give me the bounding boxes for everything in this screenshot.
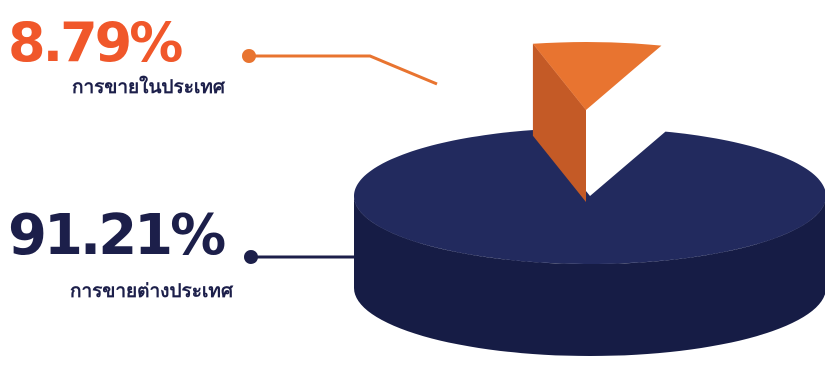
export-leader-dot [244, 250, 258, 264]
domestic-leader-line [246, 54, 438, 86]
domestic-percent-label: 8.79% [8, 11, 183, 74]
domestic-leader-dot [242, 49, 256, 63]
export-slice [354, 129, 825, 264]
domestic-slice [532, 41, 662, 110]
export-category-label: การขายต่างประเทศ [70, 280, 234, 302]
domestic-category-label: การขายในประเทศ [72, 76, 225, 98]
export-slice-side [354, 196, 825, 356]
domestic-slice-side [532, 43, 586, 203]
export-percent-label: 91.21% [8, 203, 226, 268]
